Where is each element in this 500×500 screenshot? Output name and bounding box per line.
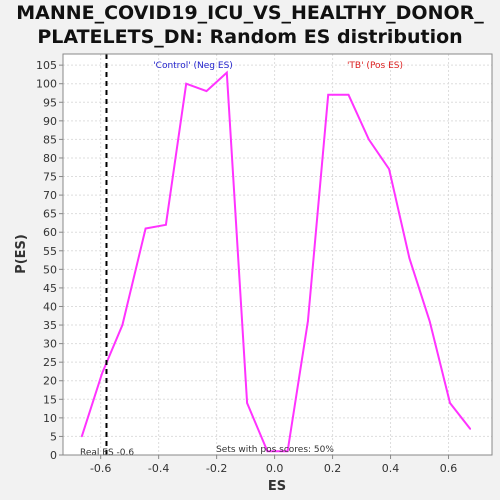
pos-scores-label: Sets with pos scores: 50% — [216, 445, 334, 455]
data-point — [449, 402, 451, 404]
series-line — [80, 70, 472, 453]
data-point — [205, 90, 208, 92]
y-tick-label: 70 — [43, 189, 57, 202]
y-tick-label: 55 — [43, 245, 57, 258]
data-point — [286, 450, 289, 453]
data-point — [121, 324, 124, 326]
x-tick-label: 0.0 — [266, 462, 284, 475]
axis-layer: 0 5 10 15 20 25 30 35 40 45 50 55 60 65 70 75 80 85 90 95 10… — [36, 59, 457, 475]
data-point — [327, 94, 330, 96]
data-point — [266, 450, 269, 453]
data-point — [144, 227, 147, 230]
x-axis-label: ES — [268, 479, 286, 494]
x-tick-label: 0.6 — [440, 462, 458, 475]
y-tick-label: 10 — [43, 412, 57, 425]
data-point — [225, 71, 228, 74]
y-tick-label: 20 — [43, 375, 57, 388]
grid-layer — [63, 54, 492, 456]
chart-title-line-2: PLATELETS_DN: Random ES distribution — [37, 26, 462, 48]
plot-area — [63, 54, 492, 455]
y-tick-label: 45 — [43, 282, 57, 295]
data-point — [101, 372, 103, 375]
real-es-label: Real ES -0.6 — [80, 448, 134, 458]
y-tick-label: 75 — [43, 171, 57, 184]
y-tick-label: 15 — [43, 393, 57, 406]
data-point — [81, 435, 83, 438]
data-point — [246, 402, 248, 404]
y-tick-label: 105 — [36, 59, 57, 72]
y-tick-label: 95 — [43, 96, 57, 109]
y-tick-label: 90 — [43, 115, 57, 128]
y-tick-label: 0 — [50, 449, 57, 462]
neg-es-label: 'Control' (Neg ES) — [153, 61, 233, 71]
y-tick-label: 100 — [36, 78, 57, 91]
y-tick-label: 85 — [43, 133, 57, 146]
data-point — [408, 257, 411, 260]
data-point — [165, 223, 167, 226]
data-point — [185, 82, 187, 85]
y-tick-label: 35 — [43, 319, 57, 332]
data-point — [307, 320, 309, 323]
pos-es-label: 'TB' (Pos ES) — [347, 61, 403, 71]
y-tick-label: 65 — [43, 208, 57, 221]
x-tick-label: 0.2 — [324, 462, 342, 475]
x-tick-label: 0.4 — [382, 462, 400, 475]
y-tick-label: 30 — [43, 338, 57, 351]
data-point — [428, 320, 431, 323]
y-tick-label: 60 — [43, 226, 57, 239]
data-point — [469, 428, 472, 430]
data-point — [368, 138, 370, 141]
y-tick-label: 80 — [43, 152, 57, 165]
y-tick-label: 50 — [43, 263, 57, 276]
series-layer — [80, 70, 472, 453]
y-axis-label: P(ES) — [14, 234, 29, 274]
data-point — [388, 168, 390, 170]
chart-title-line-1: MANNE_COVID19_ICU_VS_HEALTHY_DONOR_ — [16, 2, 484, 24]
plot-frame — [62, 53, 493, 456]
data-point — [347, 94, 350, 96]
y-tick-label: 5 — [50, 430, 57, 443]
x-tick-label: -0.4 — [148, 462, 169, 475]
x-tick-label: -0.6 — [90, 462, 111, 475]
x-tick-label: -0.2 — [206, 462, 227, 475]
y-tick-label: 40 — [43, 300, 57, 313]
y-tick-label: 25 — [43, 356, 57, 369]
